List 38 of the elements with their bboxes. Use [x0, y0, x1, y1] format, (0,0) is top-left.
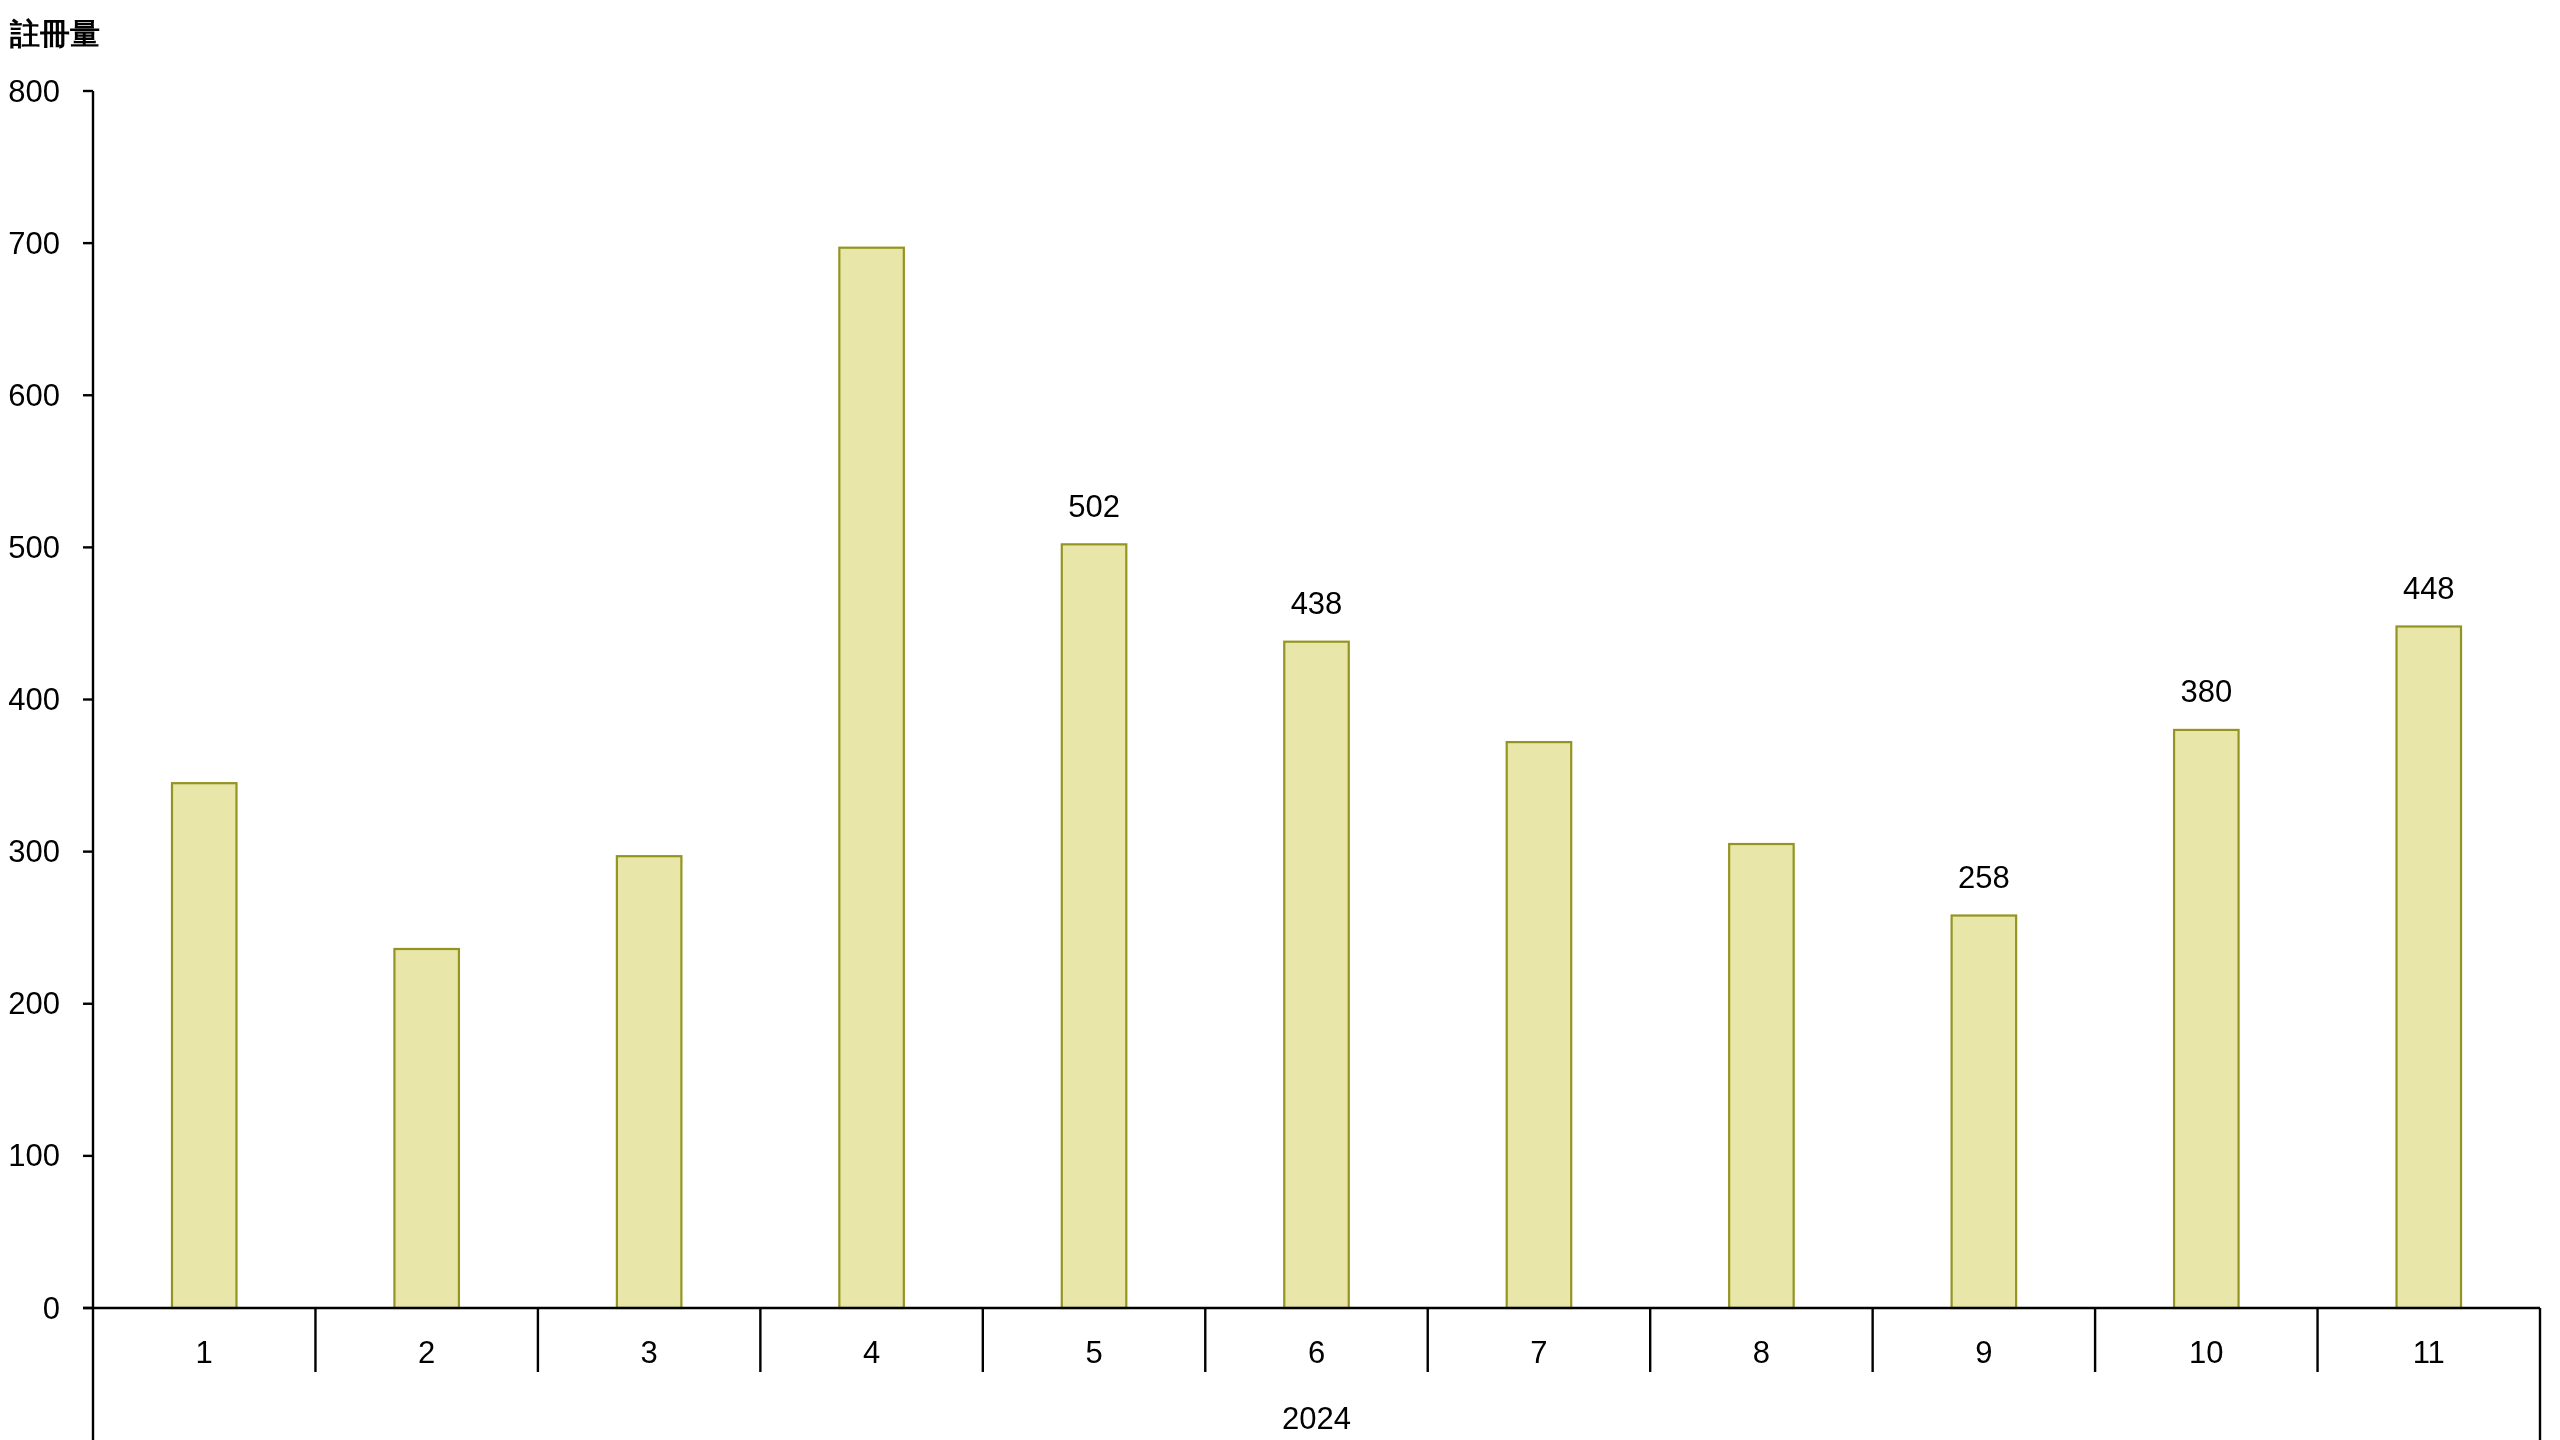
x-tick-label: 11 [2412, 1334, 2445, 1370]
y-tick-label: 800 [8, 73, 60, 109]
bar [393, 947, 461, 1310]
data-label: 438 [1290, 586, 1343, 622]
y-tick-label: 200 [8, 986, 60, 1022]
y-tick-label: 100 [8, 1138, 60, 1174]
bar [170, 782, 238, 1310]
bar [1505, 741, 1573, 1310]
bar [615, 855, 683, 1310]
bar [1060, 543, 1128, 1310]
x-tick-label: 2 [418, 1334, 436, 1370]
data-label: 380 [2180, 674, 2233, 710]
bar [838, 246, 905, 1310]
x-axis-title: 2024 [1282, 1400, 1351, 1436]
bar [2395, 625, 2463, 1310]
x-tick-label: 4 [862, 1334, 881, 1370]
x-tick-label: 7 [1530, 1334, 1548, 1370]
y-tick-label: 700 [8, 225, 60, 261]
bar [2172, 728, 2240, 1310]
data-label: 448 [2402, 570, 2455, 606]
bar [1728, 842, 1795, 1310]
y-tick-label: 500 [8, 529, 60, 565]
bar [1950, 914, 2018, 1310]
x-tick-label: 3 [640, 1334, 658, 1370]
y-tick-label: 300 [8, 834, 60, 870]
y-tick-label: 0 [42, 1290, 60, 1326]
x-tick-label: 8 [1752, 1334, 1771, 1370]
data-label: 502 [1068, 488, 1120, 524]
x-tick-label: 9 [1975, 1334, 1993, 1370]
x-tick-label: 6 [1307, 1334, 1326, 1370]
y-tick-label: 400 [8, 682, 60, 717]
x-tick-label: 10 [2189, 1334, 2224, 1370]
x-tick-label: 5 [1085, 1334, 1103, 1370]
bar [1283, 640, 1350, 1310]
x-tick-label: 1 [195, 1334, 213, 1370]
y-axis-title: 註冊量 [9, 16, 100, 50]
y-tick-label: 600 [8, 377, 60, 413]
data-label: 258 [1958, 860, 2010, 896]
